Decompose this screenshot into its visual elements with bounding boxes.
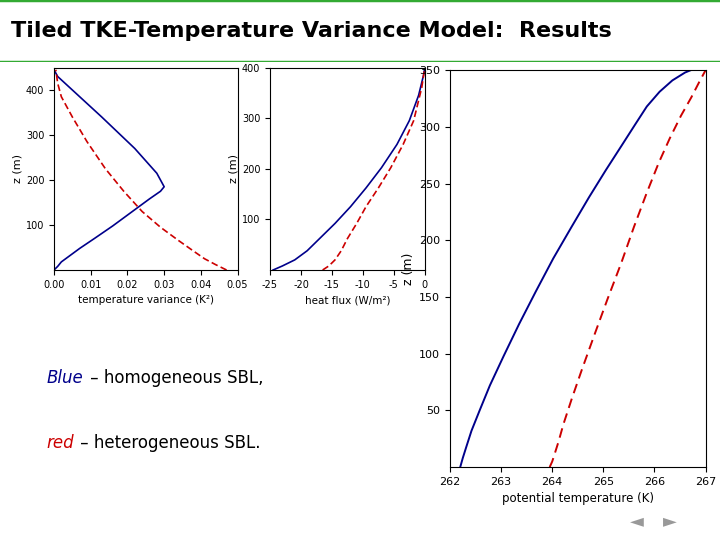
Text: red: red [47, 434, 74, 452]
X-axis label: potential temperature (K): potential temperature (K) [502, 492, 654, 505]
Y-axis label: z (m): z (m) [229, 154, 239, 183]
Y-axis label: z (m): z (m) [13, 154, 23, 183]
X-axis label: heat flux (W/m²): heat flux (W/m²) [305, 295, 390, 305]
X-axis label: temperature variance (K²): temperature variance (K²) [78, 295, 214, 305]
Text: Blue: Blue [47, 369, 84, 387]
Y-axis label: z (m): z (m) [402, 253, 415, 285]
Text: ►: ► [662, 512, 677, 530]
Text: – heterogeneous SBL.: – heterogeneous SBL. [75, 434, 261, 452]
Text: Tiled TKE-Temperature Variance Model:  Results: Tiled TKE-Temperature Variance Model: Re… [11, 21, 611, 41]
Text: – homogeneous SBL,: – homogeneous SBL, [85, 369, 264, 387]
Text: ◄: ◄ [630, 512, 644, 530]
